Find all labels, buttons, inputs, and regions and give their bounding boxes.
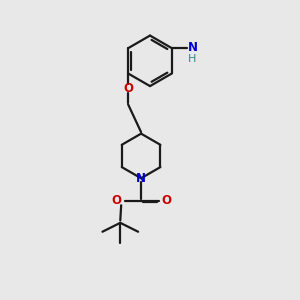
Text: O: O	[162, 194, 172, 207]
Text: O: O	[111, 194, 121, 207]
Text: O: O	[123, 82, 133, 94]
Text: N: N	[188, 40, 198, 53]
Text: H: H	[188, 54, 196, 64]
Text: N: N	[136, 172, 146, 185]
